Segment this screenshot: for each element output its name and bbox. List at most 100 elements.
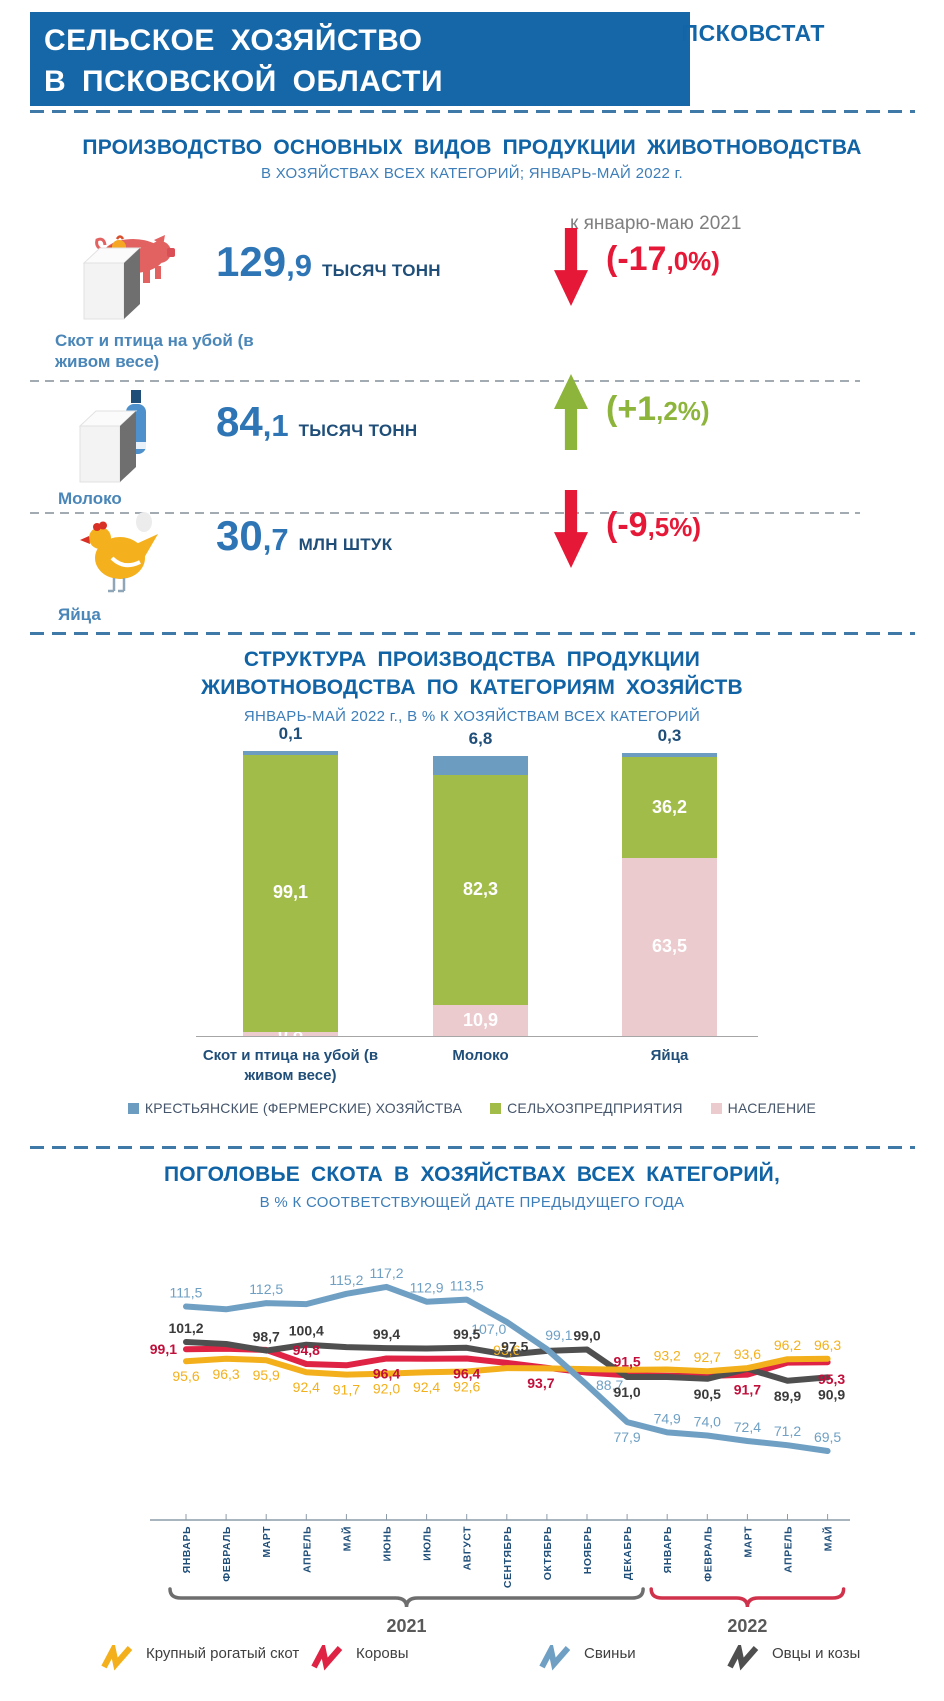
eggs-value: 30,7 МЛН ШТУК (216, 512, 393, 560)
bar-segment (622, 752, 717, 757)
bar-segment (622, 756, 717, 859)
zigzag-line-icon (101, 1645, 133, 1671)
hen-icon (80, 512, 158, 593)
data-label: 77,9 (613, 1429, 640, 1445)
brand-logo-text: ПСКОВСТАТ (681, 20, 825, 46)
month-label: ИЮЛЬ (422, 1526, 434, 1561)
data-label: 96,4 (453, 1365, 480, 1381)
eggs-value-number: 30,7 (216, 512, 289, 559)
page-title: СЕЛЬСКОЕ ХОЗЯЙСТВО В ПСКОВСКОЙ ОБЛАСТИ (30, 12, 690, 103)
arrow-down-icon (554, 490, 588, 568)
page-title-line1: СЕЛЬСКОЕ ХОЗЯЙСТВО (44, 24, 423, 57)
milk-value-number: 84,1 (216, 398, 289, 445)
month-label: АВГУСТ (462, 1526, 474, 1570)
bar-segment-label: 99,1 (272, 882, 309, 903)
bar-segment-label: 82,3 (462, 879, 499, 900)
month-label: ФЕВРАЛЬ (702, 1526, 714, 1582)
month-label: ЯНВАРЬ (662, 1526, 674, 1573)
data-label: 94,8 (293, 1342, 320, 1358)
data-label: 99,1 (545, 1327, 572, 1343)
data-label: 115,2 (329, 1272, 363, 1288)
row-separator (30, 512, 860, 514)
zigzag-line-icon (727, 1645, 759, 1671)
data-label: 92,4 (413, 1379, 440, 1395)
line-legend-label: Крупный рогатый скот (146, 1645, 300, 1662)
eggs-label: Яйца (58, 605, 101, 624)
milk-icon (78, 390, 146, 483)
separator-dashed (30, 110, 915, 113)
page-title-line2: В ПСКОВСКОЙ ОБЛАСТИ (44, 65, 444, 99)
bar-chart-legend: КРЕСТЬЯНСКИЕ (ФЕРМЕРСКИЕ) ХОЗЯЙСТВА СЕЛЬХ… (0, 1100, 944, 1116)
data-label: 92,6 (453, 1379, 480, 1395)
line-legend-item: Коровы (310, 1645, 476, 1671)
data-label: 74,0 (694, 1414, 721, 1430)
line-legend-label: Свиньи (584, 1645, 636, 1662)
line-legend-label: Овцы и козы (772, 1645, 861, 1662)
bar-category-label: Яйца (650, 1047, 689, 1064)
data-label: 69,5 (814, 1429, 841, 1445)
section1-title: ПРОИЗВОДСТВО ОСНОВНЫХ ВИДОВ ПРОДУКЦИИ ЖИ… (82, 136, 862, 159)
data-label: 101,2 (168, 1320, 203, 1336)
month-label: ФЕВРАЛЬ (221, 1526, 233, 1582)
bar-category-label: Скот и птица на убой (в живом весе) (202, 1047, 379, 1084)
data-label: 96,3 (814, 1337, 841, 1353)
data-label: 95,6 (172, 1368, 199, 1384)
year-brace (168, 1587, 645, 1608)
month-label: СЕНТЯБРЬ (502, 1526, 514, 1588)
legend-label: НАСЕЛЕНИЕ (727, 1100, 817, 1116)
data-label: 117,2 (370, 1265, 404, 1281)
milk-value: 84,1 ТЫСЯЧ ТОНН (216, 398, 418, 446)
data-label: 99,5 (453, 1326, 480, 1342)
month-label: МАРТ (261, 1526, 273, 1558)
month-label: АПРЕЛЬ (783, 1526, 795, 1573)
data-label: 90,5 (694, 1386, 721, 1402)
data-label: 107,0 (471, 1321, 506, 1337)
data-label: 96,3 (212, 1366, 239, 1382)
data-label: 93,6 (493, 1342, 520, 1358)
month-label: АПРЕЛЬ (301, 1526, 313, 1573)
month-label: ИЮНЬ (382, 1526, 394, 1562)
data-label: 88,7 (596, 1377, 623, 1393)
milk-label: Молоко (58, 489, 122, 508)
line-legend-item: Овцы и козы (726, 1645, 922, 1671)
bar-segment-label: 36,2 (651, 796, 688, 817)
section2-title-line1: СТРУКТУРА ПРОИЗВОДСТВА ПРОДУКЦИИ (243, 648, 701, 671)
comparison-note: к январю-маю 2021 (570, 213, 742, 234)
bar-segment-label: 63,5 (651, 936, 688, 957)
bar-segment (433, 775, 528, 1006)
data-label: 97,5 (501, 1339, 528, 1355)
data-label: 72,4 (734, 1419, 761, 1435)
bar-top-label: 0,1 (278, 723, 303, 743)
line-legend-label: Коровы (356, 1645, 409, 1662)
bar-top-label: 0,3 (657, 725, 682, 745)
data-label: 99,4 (373, 1326, 400, 1342)
separator-dashed (30, 632, 915, 635)
section2-title-line2: ЖИВОТНОВОДСТВА ПО КАТЕГОРИЯМ ХОЗЯЙСТВ (201, 676, 743, 699)
zigzag-line-icon (539, 1645, 571, 1671)
meat-change: (-17,0%) (606, 240, 720, 278)
legend-swatch (490, 1102, 502, 1114)
data-label: 112,5 (249, 1281, 283, 1297)
line-chart: ЯНВАРЬ ФЕВРАЛЬ МАРТ АПРЕЛЬ МАЙ ИЮНЬ ИЮЛЬ АВГУСТ… (150, 1265, 850, 1636)
data-label: 74,9 (654, 1410, 681, 1426)
bar-segment (243, 1032, 338, 1036)
month-label: МАЙ (340, 1526, 353, 1551)
meat-label: Скот и птица на убой (в живом весе) (55, 331, 254, 372)
month-label: ОКТЯБРЬ (542, 1526, 554, 1580)
data-label: 90,9 (818, 1386, 845, 1402)
legend-swatch (710, 1102, 722, 1114)
legend-item: СЕЛЬХОЗПРЕДПРИЯТИЯ (490, 1100, 683, 1116)
meat-value-unit: ТЫСЯЧ ТОНН (321, 261, 441, 280)
series-line-2 (183, 1283, 831, 1454)
bar-segment-label: 10,9 (462, 1009, 499, 1030)
data-label: 89,9 (774, 1388, 801, 1404)
month-label: НОЯБРЬ (582, 1526, 594, 1574)
bar-segment (433, 756, 528, 776)
data-label: 99,1 (150, 1341, 177, 1357)
month-label: ДЕКАБРЬ (622, 1526, 634, 1580)
section3-title: ПОГОЛОВЬЕ СКОТА В ХОЗЯЙСТВАХ ВСЕХ КАТЕГО… (163, 1163, 781, 1186)
legend-swatch (127, 1102, 139, 1114)
row-separator (30, 380, 860, 382)
arrow-up-icon (554, 374, 588, 450)
bar-top-label: 6,8 (468, 729, 493, 748)
